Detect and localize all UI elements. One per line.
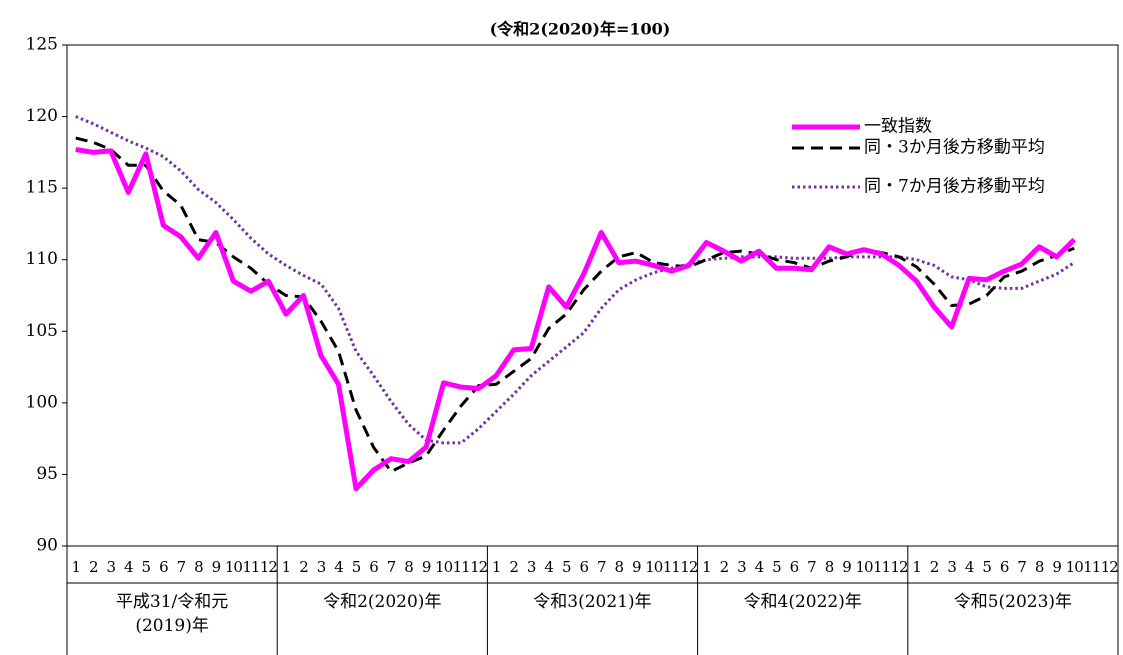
x-tick-label: 11 [453,558,470,576]
x-tick-label: 10 [435,558,453,576]
y-tick-label: 120 [26,106,58,126]
x-tick-label: 5 [562,558,571,576]
x-tick-label: 12 [1101,558,1119,576]
x-tick-label: 6 [159,558,168,576]
x-tick-label: 1 [492,558,501,576]
series-line [75,115,1076,445]
x-tick-label: 5 [352,558,361,576]
x-tick-label: 7 [597,558,606,576]
x-tick-label: 5 [982,558,991,576]
x-tick-label: 1 [912,558,921,576]
series-line [75,147,1076,492]
x-tick-label: 8 [404,558,413,576]
x-tick-label: 9 [422,558,431,576]
x-tick-label: 4 [755,558,764,576]
legend-label: 同・3か月後方移動平均 [864,138,1045,158]
x-tick-label: 11 [663,558,680,576]
y-tick-label: 125 [26,35,58,55]
group-label: 令和5(2023)年 [953,592,1073,612]
y-tick-label: 105 [26,321,58,341]
x-tick-label: 9 [212,558,221,576]
x-tick-label: 2 [89,558,98,576]
x-tick-label: 8 [194,558,203,576]
x-tick-label: 9 [842,558,851,576]
x-tick-label: 8 [825,558,834,576]
x-tick-label: 11 [873,558,890,576]
legend-label: 同・7か月後方移動平均 [864,177,1045,197]
x-tick-label: 11 [1083,558,1100,576]
x-tick-label: 5 [772,558,781,576]
x-tick-label: 1 [702,558,711,576]
x-tick-label: 12 [890,558,908,576]
x-tick-label: 10 [1066,558,1084,576]
x-tick-label: 3 [737,558,746,576]
x-tick-label: 1 [71,558,80,576]
x-tick-label: 10 [855,558,873,576]
y-tick-label: 110 [26,249,58,269]
x-tick-label: 10 [225,558,243,576]
group-label: 平成31/令和元 (2019)年 [115,592,229,636]
legend-label: 一致指数 [864,117,932,137]
x-tick-label: 3 [317,558,326,576]
x-tick-label: 4 [334,558,343,576]
x-tick-label: 3 [107,558,116,576]
plot-frame [66,44,1119,547]
x-tick-label: 1 [282,558,291,576]
x-tick-label: 12 [680,558,698,576]
chart-subtitle: (令和2(2020)年=100) [490,20,671,39]
x-tick-label: 8 [615,558,624,576]
x-tick-label: 7 [387,558,396,576]
x-tick-label: 12 [470,558,488,576]
y-tick-label: 95 [36,464,58,484]
x-tick-label: 2 [509,558,518,576]
x-tick-label: 4 [544,558,553,576]
x-tick-label: 11 [242,558,259,576]
x-tick-label: 7 [177,558,186,576]
group-label: 令和2(2020)年 [323,592,442,612]
x-tick-label: 2 [299,558,308,576]
x-tick-label: 6 [790,558,799,576]
x-tick-label: 12 [260,558,278,576]
x-tick-label: 2 [720,558,729,576]
group-label: 令和4(2022)年 [743,592,862,612]
series-line [75,136,1075,474]
x-tick-label: 10 [645,558,663,576]
x-tick-label: 4 [965,558,974,576]
x-tick-label: 3 [527,558,536,576]
x-tick-label: 7 [1017,558,1026,576]
x-tick-label: 2 [930,558,939,576]
x-tick-label: 6 [369,558,378,576]
x-tick-label: 6 [1000,558,1009,576]
group-label: 令和3(2021)年 [533,592,652,612]
x-tick-label: 3 [947,558,956,576]
y-tick-label: 100 [26,392,58,412]
x-tick-label: 5 [142,558,151,576]
x-tick-label: 4 [124,558,133,576]
x-tick-label: 7 [807,558,816,576]
x-tick-label: 9 [632,558,641,576]
y-tick-label: 90 [36,536,58,556]
y-tick-label: 115 [26,178,58,198]
x-tick-label: 8 [1035,558,1044,576]
x-tick-label: 6 [579,558,588,576]
x-tick-label: 9 [1052,558,1061,576]
